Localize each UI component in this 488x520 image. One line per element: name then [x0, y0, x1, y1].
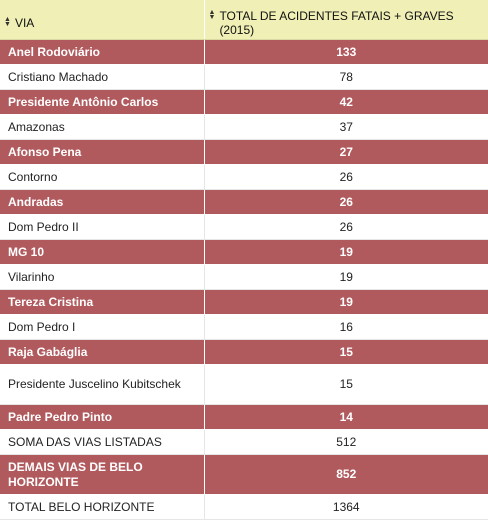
- table-row: Dom Pedro II 26: [0, 214, 488, 240]
- via-cell: DEMAIS VIAS DE BELO HORIZONTE: [0, 454, 204, 495]
- via-cell: Tereza Cristina: [0, 289, 204, 315]
- header-row: ▲ ▼ VIA ▲ ▼ TOTAL DE ACIDENTES FATAIS + GR…: [0, 0, 488, 40]
- via-cell: Raja Gabáglia: [0, 339, 204, 365]
- via-cell: Dom Pedro I: [0, 314, 204, 340]
- via-cell: Afonso Pena: [0, 139, 204, 165]
- total-cell: 16: [203, 314, 488, 340]
- total-cell: 133: [203, 39, 488, 65]
- total-cell: 15: [203, 339, 488, 365]
- via-cell: Contorno: [0, 164, 204, 190]
- total-cell: 1364: [203, 494, 488, 520]
- table-row: Cristiano Machado 78: [0, 64, 488, 90]
- table-row: MG 10 19: [0, 239, 488, 265]
- total-cell: 852: [203, 454, 488, 495]
- table-row: Anel Rodoviário 133: [0, 39, 488, 65]
- via-cell: Presidente Antônio Carlos: [0, 89, 204, 115]
- table-row: Presidente Juscelino Kubitschek 15: [0, 364, 488, 405]
- sort-via-button[interactable]: ▲ ▼ VIA: [4, 16, 34, 30]
- via-cell: TOTAL BELO HORIZONTE: [0, 494, 204, 520]
- table-row: Raja Gabáglia 15: [0, 339, 488, 365]
- total-cell: 512: [203, 429, 488, 455]
- total-cell: 27: [203, 139, 488, 165]
- total-cell: 37: [203, 114, 488, 140]
- table-header: ▲ ▼ VIA ▲ ▼ TOTAL DE ACIDENTES FATAIS + GR…: [0, 0, 488, 40]
- total-cell: 14: [203, 404, 488, 430]
- table-row: Padre Pedro Pinto 14: [0, 404, 488, 430]
- sort-arrows-icon: ▲ ▼: [208, 8, 216, 21]
- total-cell: 15: [203, 364, 488, 405]
- table-row: Contorno 26: [0, 164, 488, 190]
- table-body: Anel Rodoviário 133 Cristiano Machado 78 Pre…: [0, 39, 488, 520]
- table-row: Presidente Antônio Carlos 42: [0, 89, 488, 115]
- table-row: Dom Pedro I 16: [0, 314, 488, 340]
- table-row: DEMAIS VIAS DE BELO HORIZONTE 852: [0, 454, 488, 495]
- via-cell: Cristiano Machado: [0, 64, 204, 90]
- via-cell: Padre Pedro Pinto: [0, 404, 204, 430]
- total-cell: 78: [203, 64, 488, 90]
- sort-total-button[interactable]: ▲ ▼ TOTAL DE ACIDENTES FATAIS + GRAVES (2…: [209, 9, 481, 37]
- via-cell: Andradas: [0, 189, 204, 215]
- total-cell: 19: [203, 289, 488, 315]
- table-row: Vilarinho 19: [0, 264, 488, 290]
- table-row: Andradas 26: [0, 189, 488, 215]
- table-row: SOMA DAS VIAS LISTADAS 512: [0, 429, 488, 455]
- header-via-label: VIA: [14, 15, 35, 30]
- table-row: TOTAL BELO HORIZONTE 1364: [0, 494, 488, 520]
- via-cell: SOMA DAS VIAS LISTADAS: [0, 429, 204, 455]
- total-cell: 26: [203, 214, 488, 240]
- via-cell: Anel Rodoviário: [0, 39, 204, 65]
- total-cell: 26: [203, 189, 488, 215]
- header-total[interactable]: ▲ ▼ TOTAL DE ACIDENTES FATAIS + GRAVES (2…: [203, 0, 488, 40]
- header-via[interactable]: ▲ ▼ VIA: [0, 0, 204, 40]
- via-cell: Vilarinho: [0, 264, 204, 290]
- total-cell: 26: [203, 164, 488, 190]
- total-cell: 19: [203, 264, 488, 290]
- via-cell: Presidente Juscelino Kubitschek: [0, 364, 204, 405]
- table-row: Tereza Cristina 19: [0, 289, 488, 315]
- table-row: Afonso Pena 27: [0, 139, 488, 165]
- via-cell: Amazonas: [0, 114, 204, 140]
- via-cell: MG 10: [0, 239, 204, 265]
- total-cell: 42: [203, 89, 488, 115]
- sort-arrows-icon: ▲ ▼: [4, 15, 11, 28]
- via-cell: Dom Pedro II: [0, 214, 204, 240]
- header-total-label: TOTAL DE ACIDENTES FATAIS + GRAVES (2015…: [219, 8, 454, 37]
- table-row: Amazonas 37: [0, 114, 488, 140]
- total-cell: 19: [203, 239, 488, 265]
